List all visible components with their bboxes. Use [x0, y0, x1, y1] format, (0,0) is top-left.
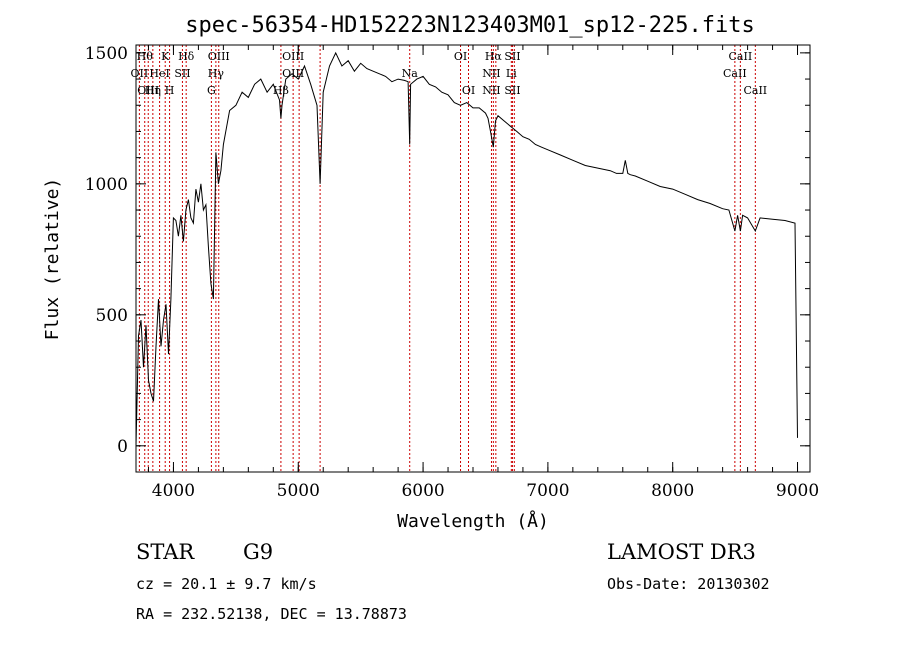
line-marker-label: H [165, 84, 175, 97]
line-marker-label: OII [131, 67, 149, 80]
line-marker-label: CaII [729, 50, 753, 63]
line-marker-label: SII [504, 50, 520, 63]
y-axis-label: Flux (relative) [42, 178, 63, 341]
y-tick-label: 500 [96, 306, 128, 326]
line-marker-label: NII [482, 84, 500, 97]
plot-frame [135, 44, 811, 473]
line-marker-label: K [161, 50, 170, 63]
line-markers [138, 45, 756, 472]
redshift: cz = 20.1 ± 9.7 km/s [136, 575, 317, 593]
line-marker-label: G [207, 84, 216, 97]
object-class: STAR [136, 540, 195, 564]
x-tick-label: 7000 [526, 481, 569, 501]
line-marker-label: Hδ [178, 50, 195, 63]
line-marker-label: CaII [723, 67, 747, 80]
x-axis-ticks: 4000 5000 6000 7000 8000 9000 [147, 45, 819, 501]
x-tick-label: 5000 [277, 481, 320, 501]
line-marker-label: Hα [485, 50, 503, 63]
line-marker-label: OIII [282, 50, 304, 63]
line-marker-label: Hη [145, 84, 161, 97]
y-tick-label: 1000 [85, 175, 128, 195]
line-marker-label: CaII [743, 84, 767, 97]
survey-name: LAMOST DR3 [607, 540, 756, 564]
x-tick-label: 6000 [401, 481, 444, 501]
line-marker-label: SII [174, 67, 190, 80]
line-marker-label: Li [506, 67, 517, 80]
y-tick-label: 0 [117, 437, 128, 457]
subclass: G9 [243, 540, 273, 564]
line-marker-label: Hγ [208, 67, 225, 80]
line-marker-label: OI [462, 84, 475, 97]
line-marker-label: HeI [149, 67, 169, 80]
obs-date: Obs-Date: 20130302 [607, 575, 770, 593]
coordinates: RA = 232.52138, DEC = 13.78873 [136, 605, 407, 623]
line-marker-label: Na [402, 67, 419, 80]
line-marker-label: SII [504, 84, 520, 97]
x-tick-label: 4000 [152, 481, 195, 501]
spectrum-line [135, 51, 798, 446]
line-marker-label: OIII [208, 50, 230, 63]
line-marker-label: OIII [137, 84, 159, 97]
chart-title: spec-56354-HD152223N123403M01_sp12-225.f… [185, 13, 755, 38]
line-marker-label: NII [482, 67, 500, 80]
y-tick-label: 1500 [85, 44, 128, 64]
x-tick-label: 9000 [776, 481, 819, 501]
y-axis-ticks: 0 500 1000 1500 [85, 44, 810, 473]
line-marker-label: OIII [282, 67, 304, 80]
x-tick-label: 8000 [651, 481, 694, 501]
line-marker-label: OI [454, 50, 467, 63]
x-axis-label: Wavelength (Å) [397, 510, 549, 532]
line-marker-label: Hθ [137, 50, 154, 63]
